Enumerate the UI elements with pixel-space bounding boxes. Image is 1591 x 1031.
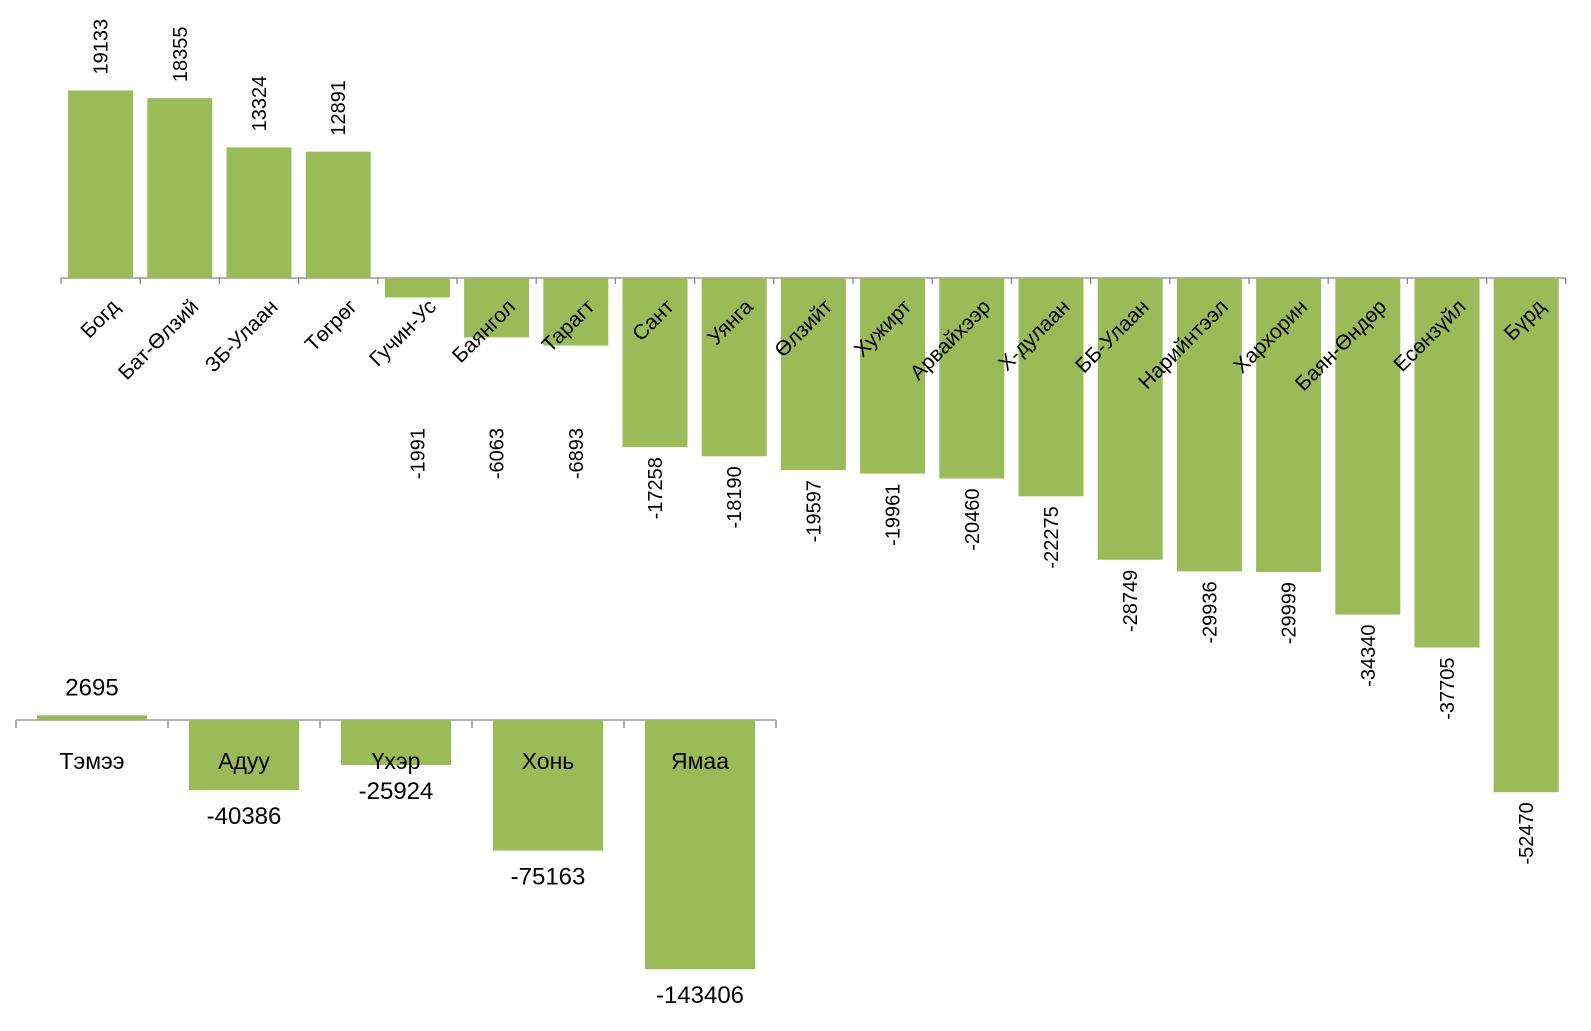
data-label: -29999 <box>1279 582 1301 644</box>
bar-ямаа <box>645 720 755 970</box>
category-label: Ямаа <box>671 748 729 774</box>
bar-есөнзүйл <box>1414 278 1480 648</box>
data-label: -75163 <box>511 864 586 891</box>
bar-баян-өндөр <box>1335 278 1401 615</box>
data-label: -40386 <box>207 803 282 830</box>
bar-уянга <box>701 278 767 457</box>
data-label: -22275 <box>1041 506 1063 568</box>
bar-тарагт <box>543 278 609 346</box>
category-label: Хонь <box>522 748 575 774</box>
data-label: -19961 <box>883 484 905 546</box>
bar-тэмээ <box>37 715 147 720</box>
bar-адуу <box>189 720 299 791</box>
bar-хархорин <box>1256 278 1322 572</box>
bar-бат-өлзий <box>147 98 213 278</box>
category-label: Төгрөг <box>301 295 362 356</box>
bar-сант <box>622 278 688 448</box>
bar-үхэр <box>341 720 451 766</box>
data-label: -37705 <box>1437 658 1459 720</box>
bar-бүрд <box>1493 278 1559 793</box>
data-label: -52470 <box>1516 802 1538 864</box>
data-label: -6893 <box>566 428 588 479</box>
bar-бб-улаан <box>1097 278 1163 560</box>
data-label: 18355 <box>170 26 192 82</box>
data-label: -20460 <box>962 489 984 551</box>
category-label: Бат-Өлзий <box>114 295 203 384</box>
data-label: 12891 <box>328 80 350 136</box>
bar-арвайхээр <box>939 278 1005 479</box>
bar-зб-улаан <box>226 147 292 278</box>
data-label: -19597 <box>803 480 825 542</box>
data-label: 2695 <box>65 674 118 701</box>
data-label: -34340 <box>1358 625 1380 687</box>
bar-хужирт <box>860 278 926 474</box>
bar-гучин-ус <box>384 278 450 298</box>
data-label: -29936 <box>1199 581 1221 643</box>
data-label: -143406 <box>656 982 744 1009</box>
data-label: -1991 <box>407 428 429 479</box>
category-label: ЗБ-Улаан <box>201 295 283 377</box>
bar-өлзийт <box>780 278 846 471</box>
data-label: -18190 <box>724 466 746 528</box>
data-label: -25924 <box>359 778 434 805</box>
category-label: Гучин-Ус <box>365 295 441 371</box>
bar-төгрөг <box>305 151 371 278</box>
data-label: -17258 <box>645 457 667 519</box>
bar-богд <box>68 90 134 278</box>
category-label: Үхэр <box>372 748 421 774</box>
bar-баянгол <box>464 278 530 338</box>
bar-х-дулаан <box>1018 278 1084 497</box>
data-label: 19133 <box>91 19 113 75</box>
category-label: Богд <box>76 295 124 343</box>
category-label: Адуу <box>218 748 270 774</box>
data-label: 13324 <box>249 76 271 132</box>
bar-хонь <box>493 720 603 851</box>
category-label: Тэмээ <box>59 748 124 774</box>
data-label: -6063 <box>487 428 509 479</box>
bar-нарийнтээл <box>1176 278 1242 572</box>
data-label: -28749 <box>1120 570 1142 632</box>
livestock-chart: Тэмээ 2695 Адуу -40386 Үхэр -25924 Хонь -75163 Я… <box>15 674 777 1009</box>
